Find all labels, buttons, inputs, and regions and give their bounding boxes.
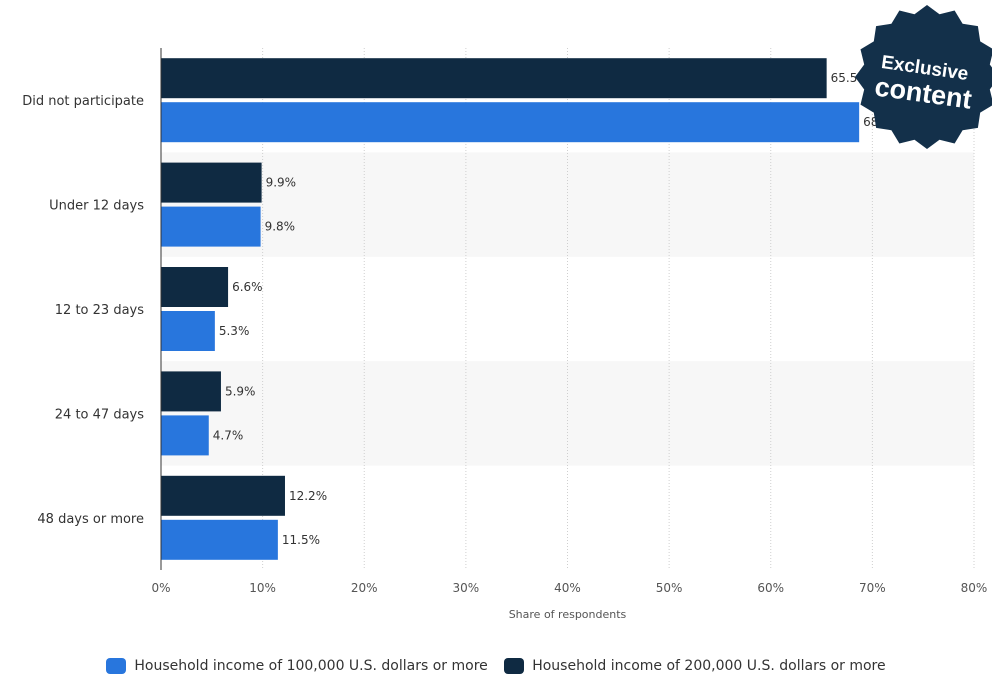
bar-100k[interactable]: [161, 102, 860, 143]
category-label: 12 to 23 days: [55, 303, 144, 318]
bar-100k[interactable]: [161, 415, 209, 456]
x-tick-label: 20%: [351, 581, 378, 595]
value-label-100k: 11.5%: [282, 533, 320, 547]
bar-200k[interactable]: [161, 371, 221, 412]
x-tick-label: 60%: [757, 581, 784, 595]
value-label-200k: 6.6%: [232, 280, 263, 294]
category-band: [161, 361, 974, 466]
category-label: 24 to 47 days: [55, 407, 144, 422]
value-label-200k: 5.9%: [225, 384, 256, 398]
category-label: Under 12 days: [49, 199, 144, 214]
bar-100k[interactable]: [161, 206, 261, 247]
x-tick-label: 10%: [249, 581, 276, 595]
legend-swatch-100k: [106, 658, 127, 674]
x-tick-label: 50%: [656, 581, 683, 595]
legend-label-100k: Household income of 100,000 U.S. dollars…: [134, 658, 488, 674]
x-tick-labels: 0% 10% 20% 30% 40% 50% 60% 70% 80%: [151, 581, 987, 595]
x-axis-title: Share of respondents: [509, 608, 627, 621]
value-label-200k: 12.2%: [289, 489, 327, 503]
x-tick-label: 70%: [859, 581, 886, 595]
badge-starburst-shape: [855, 5, 992, 149]
bar-100k[interactable]: [161, 311, 215, 351]
bar-200k[interactable]: [161, 58, 827, 99]
x-tick-label: 40%: [554, 581, 581, 595]
value-label-100k: 5.3%: [219, 324, 250, 338]
category-label: 48 days or more: [37, 512, 144, 527]
category-label: Did not participate: [22, 94, 144, 109]
x-tick-label: 80%: [961, 581, 988, 595]
value-label-100k: 9.8%: [265, 220, 296, 234]
bar-100k[interactable]: [161, 519, 278, 560]
bar-200k[interactable]: [161, 162, 262, 203]
value-label-100k: 4.7%: [213, 428, 244, 442]
value-labels: 65.5%68.7%9.9%9.8%6.6%5.3%5.9%4.7%12.2%1…: [213, 71, 902, 547]
bar-200k[interactable]: [161, 475, 285, 516]
legend-swatch-200k: [504, 658, 525, 674]
x-tick-label: 0%: [151, 581, 170, 595]
category-labels: Did not participate Under 12 days 12 to 23…: [22, 94, 144, 527]
bar-200k[interactable]: [161, 267, 229, 307]
legend-label-200k: Household income of 200,000 U.S. dollars…: [532, 658, 886, 674]
x-tick-label: 30%: [453, 581, 480, 595]
bars: [161, 58, 860, 560]
legend: Household income of 100,000 U.S. dollars…: [0, 658, 992, 678]
legend-item-200k[interactable]: Household income of 200,000 U.S. dollars…: [504, 658, 886, 674]
value-label-200k: 9.9%: [266, 176, 297, 190]
legend-item-100k[interactable]: Household income of 100,000 U.S. dollars…: [106, 658, 488, 674]
bar-chart: 65.5%68.7%9.9%9.8%6.6%5.3%5.9%4.7%12.2%1…: [22, 48, 987, 621]
exclusive-content-badge[interactable]: Exclusive content: [852, 2, 992, 152]
